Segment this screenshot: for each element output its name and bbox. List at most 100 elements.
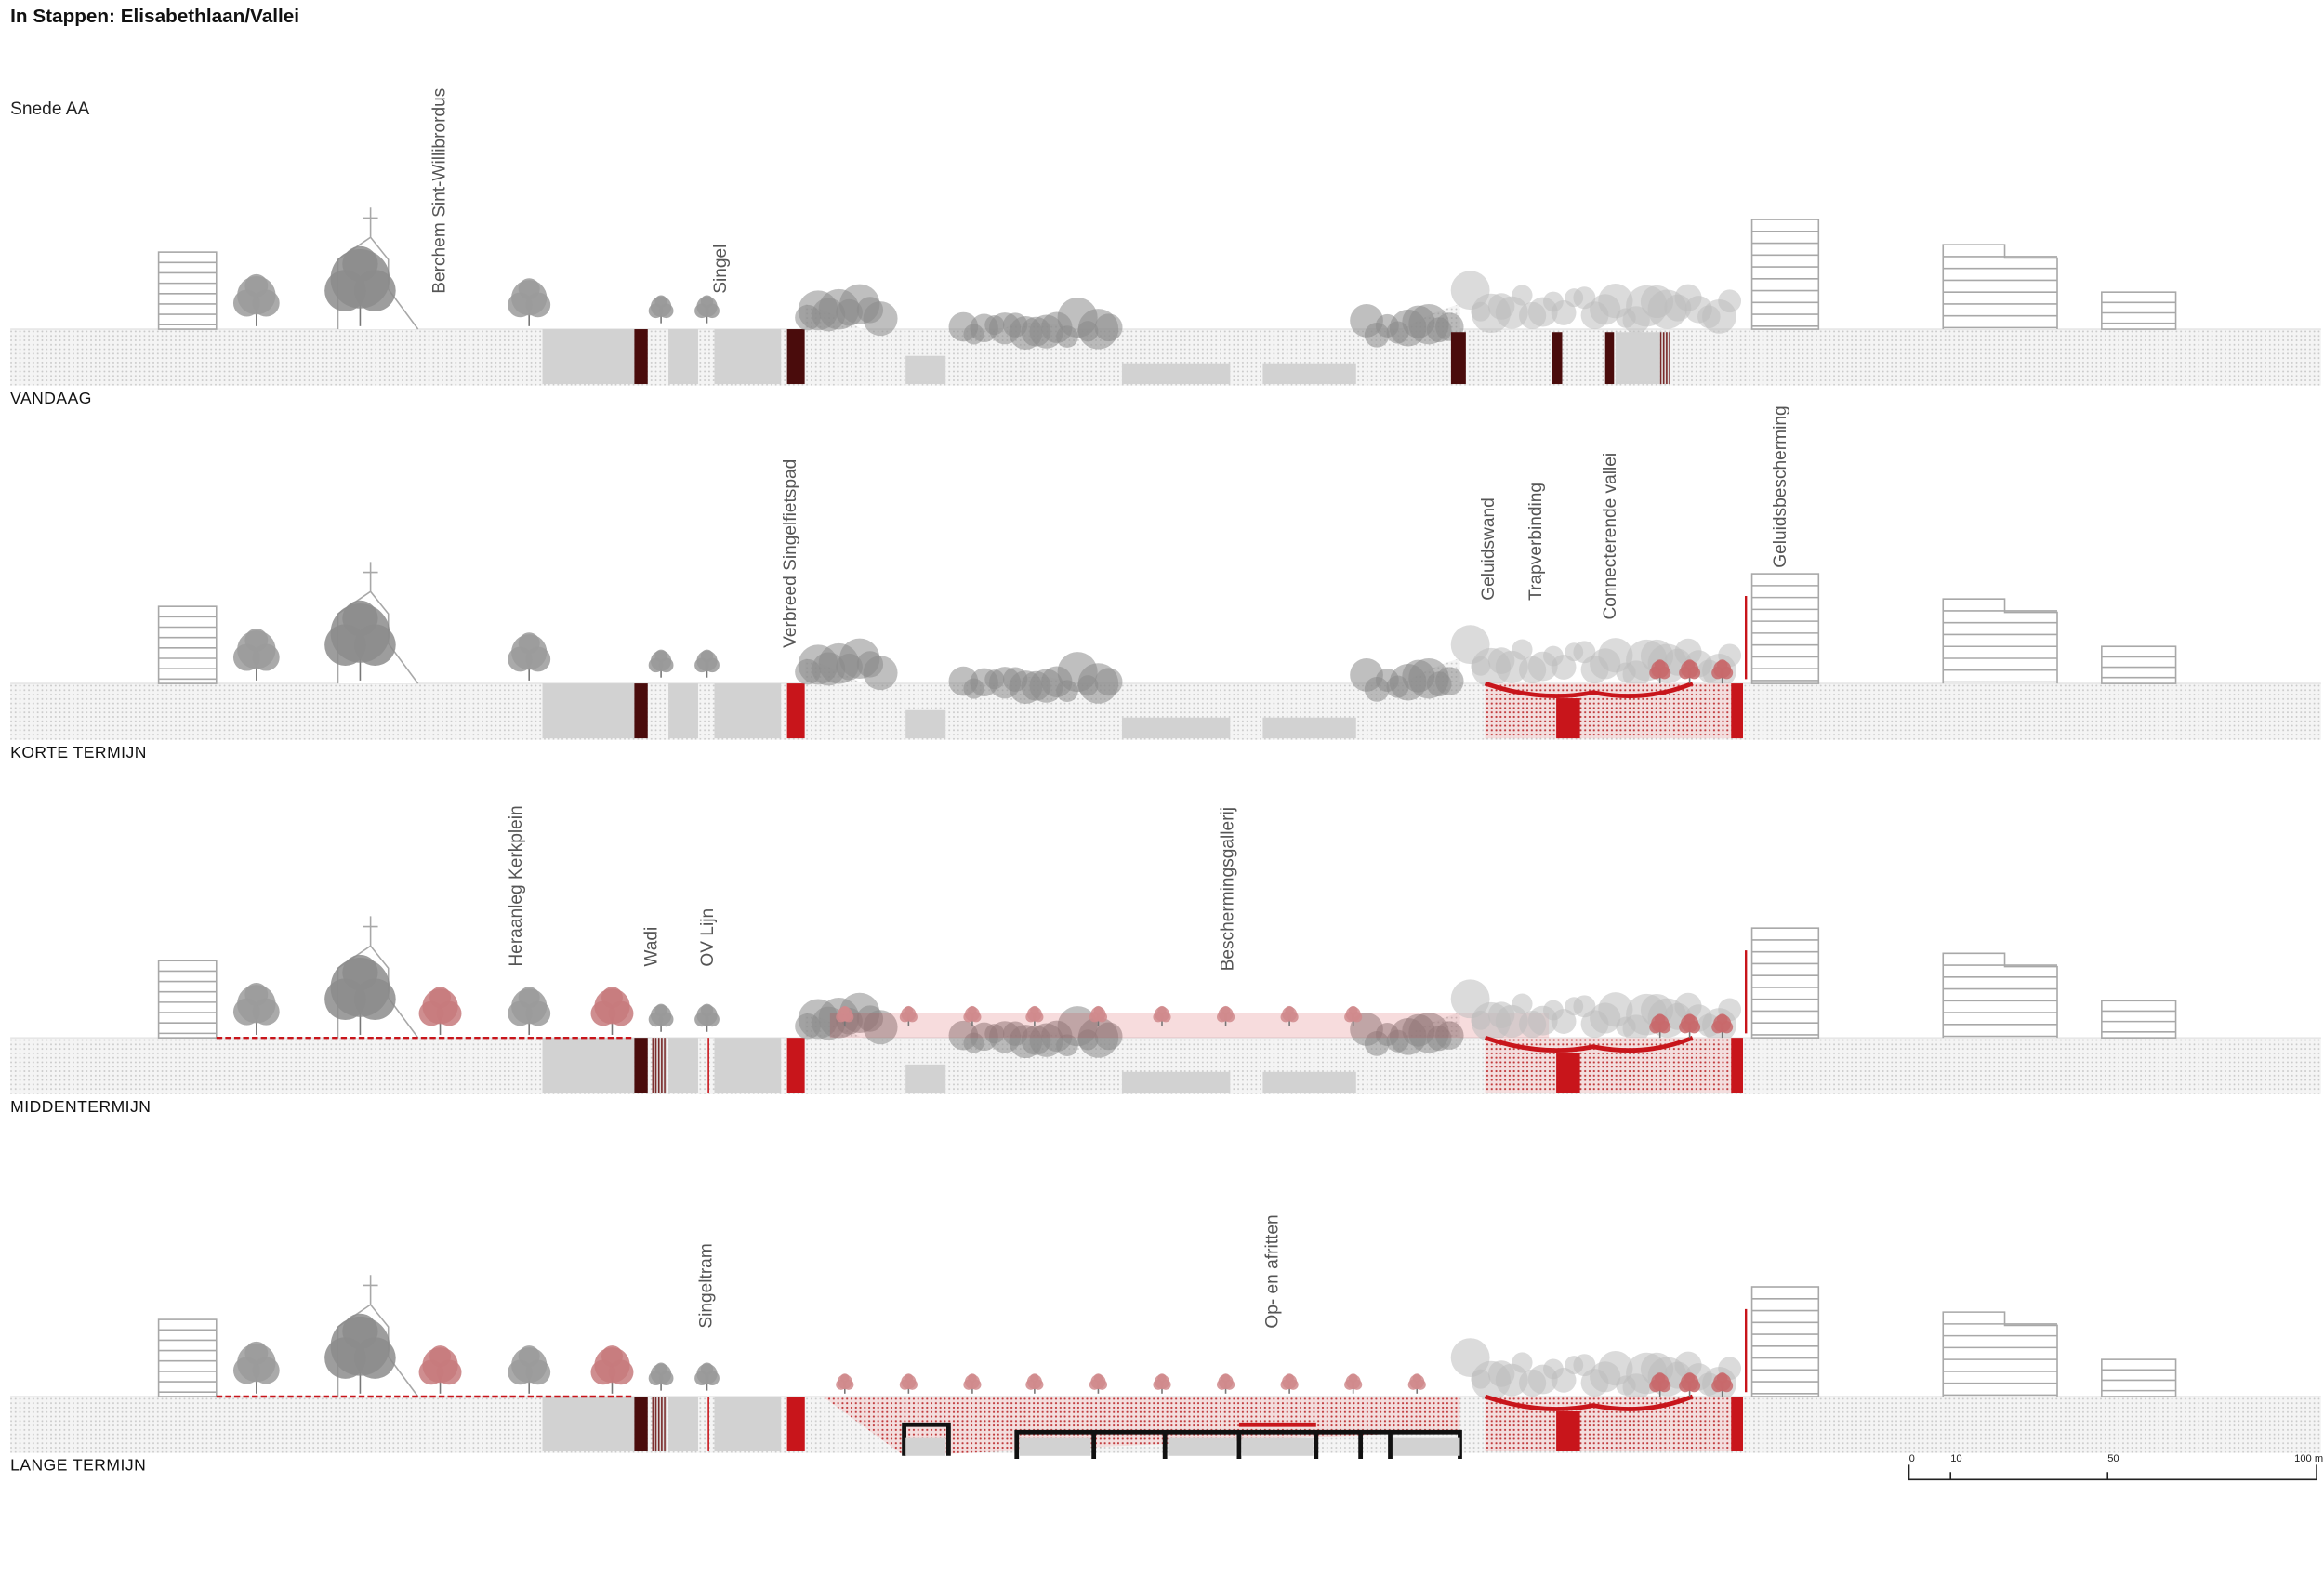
tree-crown [1285, 1005, 1294, 1015]
tree-crown [654, 649, 667, 662]
shrub [1551, 300, 1577, 325]
stair-link [1484, 1394, 1694, 1411]
street-block [542, 1396, 635, 1451]
tree-crown [601, 987, 623, 1009]
shrub [1094, 668, 1123, 696]
tree-crown [1684, 1013, 1696, 1025]
shrub [863, 1010, 898, 1045]
tree-crown [1716, 1372, 1728, 1384]
tree-crown [1684, 659, 1696, 670]
shrub [1435, 1021, 1464, 1050]
shrub [1512, 639, 1533, 660]
shrub [1094, 1022, 1123, 1051]
lower-road [1168, 1437, 1236, 1456]
wall [786, 1396, 805, 1451]
annotation: OV Lijn [698, 908, 718, 967]
annotation: Wadi [641, 927, 661, 967]
tree-crown [244, 628, 269, 652]
annotation: Berchem Sint-Willibrordus [429, 88, 449, 294]
stair-core [1556, 1410, 1580, 1451]
valley [822, 1396, 1460, 1456]
building [1942, 598, 2058, 684]
tree-crown [1221, 1373, 1231, 1383]
shrub [863, 301, 898, 337]
tree-crown [518, 1345, 540, 1368]
rail-bed [1121, 1071, 1231, 1093]
subtitle: Snede AA [10, 99, 89, 119]
shrub [1094, 313, 1123, 342]
shrub [863, 656, 898, 691]
tree-crown [1157, 1005, 1167, 1015]
shrub [1435, 667, 1464, 695]
tree-crown [904, 1373, 914, 1383]
tree-crown [700, 1362, 714, 1375]
annotation: Beschermingsgallerij [1219, 807, 1238, 971]
building [1942, 1311, 2058, 1397]
tree-crown [518, 987, 540, 1009]
tree-crown [1654, 1013, 1666, 1025]
tree-crown [1348, 1373, 1358, 1383]
street-block [714, 329, 782, 385]
building [157, 960, 218, 1039]
shrub [1551, 1009, 1577, 1034]
rail-bed [1121, 363, 1231, 385]
street-block [668, 683, 698, 739]
tree-crown [244, 1341, 269, 1365]
stage-label: MIDDENTERMIJN [10, 1097, 151, 1116]
wall [786, 1038, 805, 1093]
scale-label: 50 [2107, 1453, 2119, 1464]
annotation: Verbreed Singelfietspad [781, 459, 800, 648]
street-block [668, 1396, 698, 1451]
lower-road [905, 1064, 946, 1093]
building [157, 251, 218, 330]
tree-crown [904, 1005, 914, 1015]
tree-crown [518, 632, 540, 655]
building [1750, 219, 1820, 330]
tree-crown [244, 273, 269, 298]
tree-crown [700, 649, 714, 662]
tree-crown [840, 1373, 850, 1383]
stair-link [1484, 1035, 1694, 1053]
annotation: Trapverbinding [1526, 483, 1546, 601]
building [1942, 952, 2058, 1039]
street-block [1615, 332, 1660, 385]
building [1942, 244, 2058, 330]
tree-crown [700, 1003, 714, 1017]
tree-crown [1684, 1372, 1696, 1384]
tree-crown [654, 1362, 667, 1375]
shrub [1718, 289, 1742, 313]
wall [1731, 683, 1743, 739]
stage-label: VANDAAG [10, 389, 92, 407]
shrub [1512, 993, 1533, 1014]
wall [1552, 332, 1563, 385]
tree-crown [700, 295, 714, 308]
tree-crown [429, 987, 452, 1009]
tree-crown [1030, 1005, 1039, 1015]
shrub [1512, 1352, 1533, 1373]
wall [634, 1396, 648, 1451]
annotation: Singel [711, 245, 731, 294]
rail-bed [1262, 1071, 1356, 1093]
lower-road [1242, 1437, 1314, 1456]
shrub [1551, 1367, 1577, 1393]
wall [634, 329, 648, 385]
tree-crown [342, 954, 378, 991]
lower-road [1019, 1437, 1091, 1456]
annotation: Connecterende vallei [1601, 453, 1620, 620]
lower-road [1393, 1437, 1460, 1456]
tree-crown [342, 245, 378, 283]
wadi [652, 1038, 667, 1093]
wall [1450, 332, 1466, 385]
section [10, 207, 2321, 386]
shrub [1512, 285, 1533, 306]
stair-core [1556, 698, 1580, 739]
scale-label: 0 [1909, 1453, 1915, 1464]
gallery [829, 1013, 1550, 1039]
stair-core [1556, 1053, 1580, 1093]
building [1750, 573, 1820, 684]
wall [1731, 1038, 1743, 1093]
tree-crown [1654, 1372, 1666, 1384]
lower-road [905, 355, 946, 385]
